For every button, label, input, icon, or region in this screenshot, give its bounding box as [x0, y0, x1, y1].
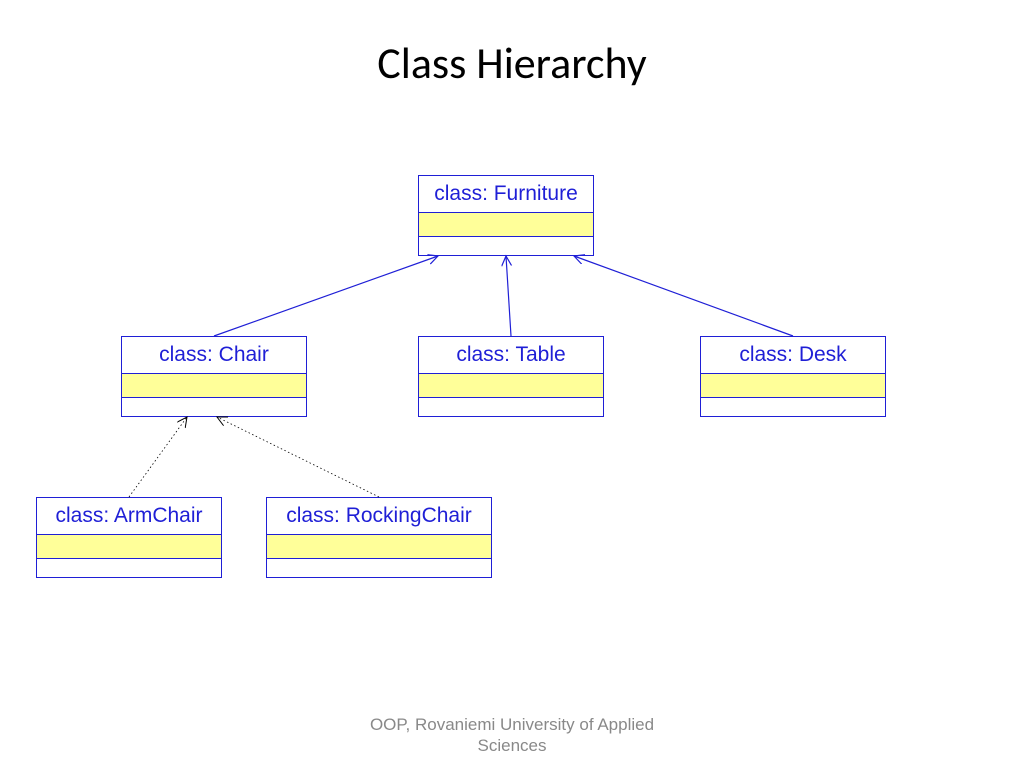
class-box-desk: class: Desk — [700, 336, 886, 417]
class-box-table: class: Table — [418, 336, 604, 417]
class-box-methods — [701, 398, 885, 416]
class-box-methods — [122, 398, 306, 416]
edge-armchair-chair — [129, 417, 187, 497]
class-box-methods — [419, 237, 593, 255]
class-box-label: class: Furniture — [419, 176, 593, 213]
class-box-armchair: class: ArmChair — [36, 497, 222, 578]
class-box-rockingchair: class: RockingChair — [266, 497, 492, 578]
class-box-attrs — [267, 535, 491, 559]
class-box-chair: class: Chair — [121, 336, 307, 417]
class-box-label: class: Chair — [122, 337, 306, 374]
edge-table-furniture — [506, 256, 511, 336]
class-box-attrs — [122, 374, 306, 398]
class-box-label: class: Desk — [701, 337, 885, 374]
footer-line-1: OOP, Rovaniemi University of Applied — [370, 715, 654, 734]
class-box-furniture: class: Furniture — [418, 175, 594, 256]
edge-chair-furniture — [214, 256, 438, 336]
class-box-attrs — [701, 374, 885, 398]
edge-rockingchair-chair — [217, 417, 379, 497]
class-box-methods — [267, 559, 491, 577]
edge-desk-furniture — [574, 256, 793, 336]
footer-text: OOP, Rovaniemi University of Applied Sci… — [0, 714, 1024, 757]
class-box-label: class: Table — [419, 337, 603, 374]
class-box-label: class: RockingChair — [267, 498, 491, 535]
class-box-methods — [419, 398, 603, 416]
class-box-methods — [37, 559, 221, 577]
footer-line-2: Sciences — [478, 736, 547, 755]
class-box-label: class: ArmChair — [37, 498, 221, 535]
class-box-attrs — [37, 535, 221, 559]
class-box-attrs — [419, 374, 603, 398]
page-title: Class Hierarchy — [0, 36, 1024, 90]
class-box-attrs — [419, 213, 593, 237]
